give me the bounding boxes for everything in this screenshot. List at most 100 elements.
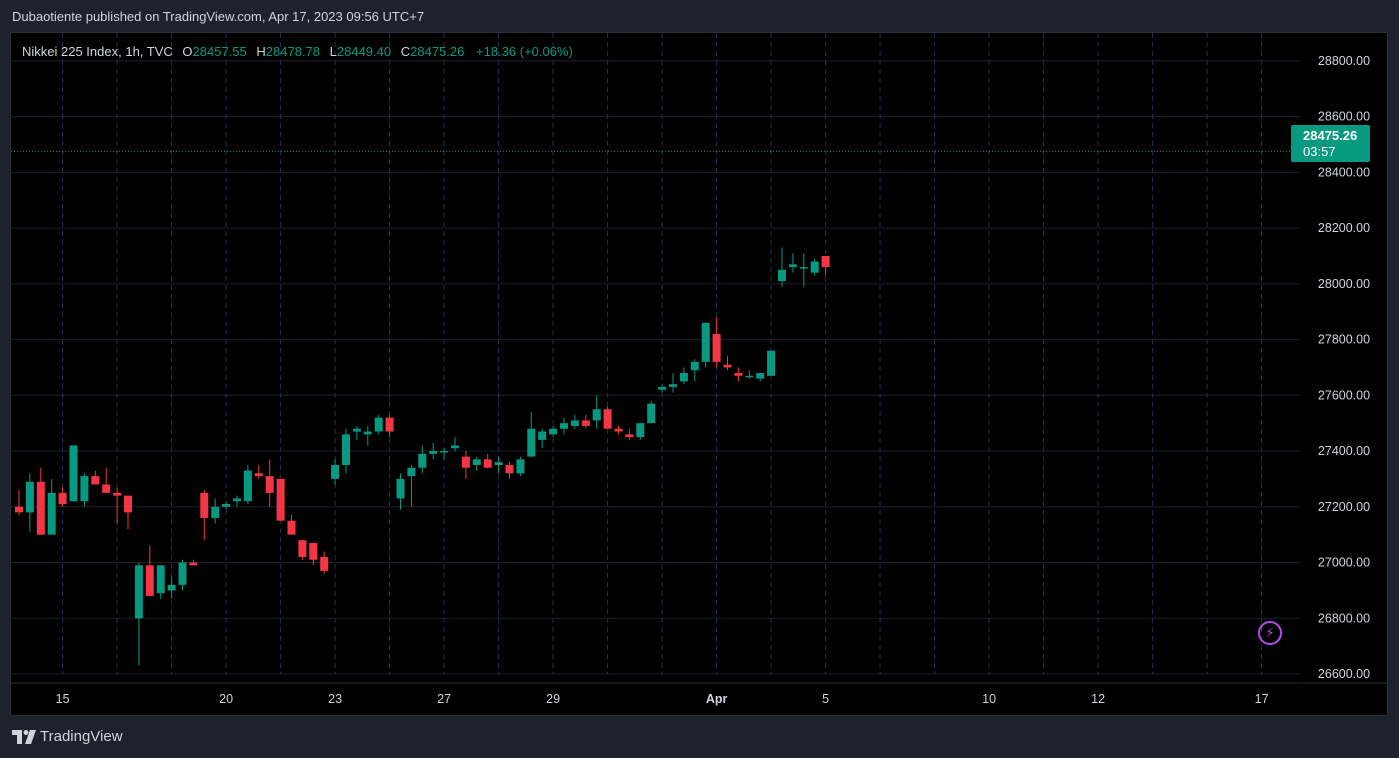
y-tick-label: 26600.00 — [1318, 667, 1370, 681]
candle-body — [669, 384, 677, 387]
candle-body — [440, 451, 449, 453]
legend-close-label: C — [400, 44, 411, 59]
candle-body — [80, 476, 89, 502]
y-tick-label: 28400.00 — [1318, 165, 1370, 179]
x-tick-label: 23 — [328, 692, 342, 706]
candle-body — [113, 492, 122, 496]
legend-change: +18.36 (+0.06%) — [476, 44, 573, 59]
footer-brand: TradingView — [40, 728, 123, 745]
candle-body — [265, 476, 274, 493]
candle-body — [658, 386, 667, 390]
candle-body — [134, 565, 143, 619]
candle-body — [712, 333, 721, 362]
candle-body — [342, 434, 350, 465]
legend-low-label: L — [329, 44, 337, 59]
x-tick-label: 17 — [1255, 692, 1269, 706]
candle-body — [407, 467, 416, 477]
candle-body — [287, 520, 296, 535]
y-tick-label: 27000.00 — [1318, 556, 1370, 570]
y-tick-label: 27600.00 — [1318, 388, 1370, 402]
candle-body — [363, 431, 372, 435]
candle-body — [679, 373, 688, 382]
candle-body — [309, 543, 318, 560]
candle-body — [36, 481, 45, 535]
candle-body — [211, 506, 220, 518]
candle-body — [636, 423, 645, 438]
y-tick-label: 27800.00 — [1318, 333, 1370, 347]
candle-body — [570, 420, 579, 426]
x-tick-label: 20 — [219, 692, 233, 706]
bar-countdown: 03:57 — [1303, 144, 1336, 159]
tradingview-logo-icon — [12, 729, 36, 744]
legend-high-value: 28478.78 — [265, 44, 321, 59]
x-tick-label: 10 — [982, 692, 996, 706]
candle-body — [429, 451, 438, 454]
candle-body — [222, 503, 231, 507]
candle-body — [276, 478, 285, 521]
candle-body — [331, 464, 340, 479]
candle-body — [505, 464, 514, 474]
candle-body — [788, 264, 797, 268]
candle-body — [614, 428, 623, 432]
candle-body — [603, 409, 612, 429]
candle-body — [810, 261, 819, 273]
y-tick-label: 27200.00 — [1318, 500, 1370, 514]
candle-body — [483, 459, 492, 468]
legend-close-value: 28475.26 — [410, 44, 465, 59]
lightning-icon[interactable]: ⚡ — [1258, 621, 1282, 645]
candle-body — [396, 478, 405, 499]
candle-body — [767, 350, 776, 376]
y-tick-label: 28800.00 — [1318, 54, 1370, 68]
candlestick-chart[interactable]: 28800.00 28600.00 28400.00 28200.00 28000.00… — [11, 33, 1387, 715]
candle-body — [799, 267, 808, 269]
candle-body — [461, 456, 470, 468]
candle-body — [756, 373, 765, 379]
candle-body — [821, 255, 830, 268]
x-tick-label: 12 — [1091, 692, 1105, 706]
candle-body — [189, 562, 198, 566]
candle-body — [15, 506, 23, 513]
publisher-header: Dubaotiente published on TradingView.com… — [12, 9, 424, 24]
candle-body — [233, 498, 241, 502]
candle-body — [91, 476, 100, 485]
y-tick-label: 28000.00 — [1318, 277, 1370, 291]
candle-body — [102, 484, 111, 493]
x-tick-label: 15 — [56, 692, 70, 706]
legend-low-value: 28449.40 — [336, 44, 392, 59]
candle-body — [516, 459, 525, 474]
y-tick-label: 28600.00 — [1318, 110, 1370, 124]
candle-body — [560, 423, 568, 429]
candle-body — [734, 373, 743, 376]
candle-body — [320, 556, 329, 571]
candle-body — [145, 565, 154, 596]
legend-open-value: 28457.55 — [192, 44, 247, 59]
candle-body — [254, 473, 263, 477]
candle-body — [243, 470, 252, 502]
candle-body — [156, 565, 165, 594]
candle-body — [494, 462, 503, 465]
candle-body — [418, 453, 427, 468]
last-price-value: 28475.26 — [1303, 128, 1358, 143]
candle-body — [25, 481, 34, 513]
candle-body — [178, 562, 187, 585]
publisher-text: Dubaotiente published on TradingView.com… — [12, 9, 425, 24]
candle-body — [647, 403, 656, 424]
candle-body — [298, 540, 307, 557]
candle-body — [451, 445, 459, 449]
candle-body — [592, 409, 601, 421]
candle-body — [385, 417, 394, 432]
candle-body — [549, 428, 558, 435]
candle-body — [690, 361, 699, 371]
candle-body — [200, 492, 209, 518]
last-price-badge: 28475.26 03:57 — [1291, 125, 1370, 162]
candle-body — [527, 428, 536, 457]
chart-panel[interactable]: 28800.00 28600.00 28400.00 28200.00 28000.00… — [10, 32, 1388, 716]
legend-open-label: O — [182, 44, 193, 59]
x-tick-label: 5 — [822, 692, 829, 706]
candle-body — [352, 428, 361, 432]
candle-body — [701, 322, 710, 362]
legend-high-label: H — [256, 44, 266, 59]
candle-body — [69, 445, 78, 502]
footer: TradingView — [12, 728, 123, 745]
candle-body — [625, 434, 634, 438]
